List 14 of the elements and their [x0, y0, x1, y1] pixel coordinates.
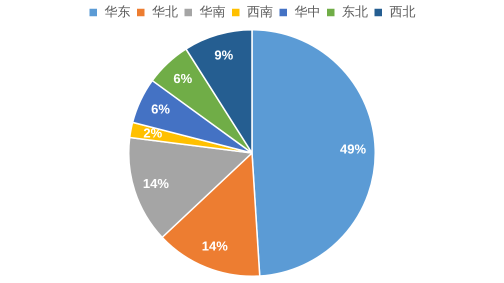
legend-label: 西南	[246, 4, 273, 20]
legend-label: 东北	[342, 4, 368, 20]
legend-label: 华南	[199, 4, 226, 20]
legend-label: 华东	[104, 4, 130, 20]
legend-label: 华北	[152, 4, 178, 20]
data-label: 9%	[214, 48, 234, 63]
legend-label: 西北	[389, 4, 416, 20]
data-label: 2%	[143, 126, 163, 141]
data-label: 6%	[151, 102, 170, 117]
data-label: 49%	[340, 141, 366, 156]
data-label: 14%	[202, 238, 228, 254]
data-label: 6%	[173, 70, 193, 86]
data-label: 14%	[142, 176, 170, 191]
legend-label: 华中	[294, 4, 320, 20]
